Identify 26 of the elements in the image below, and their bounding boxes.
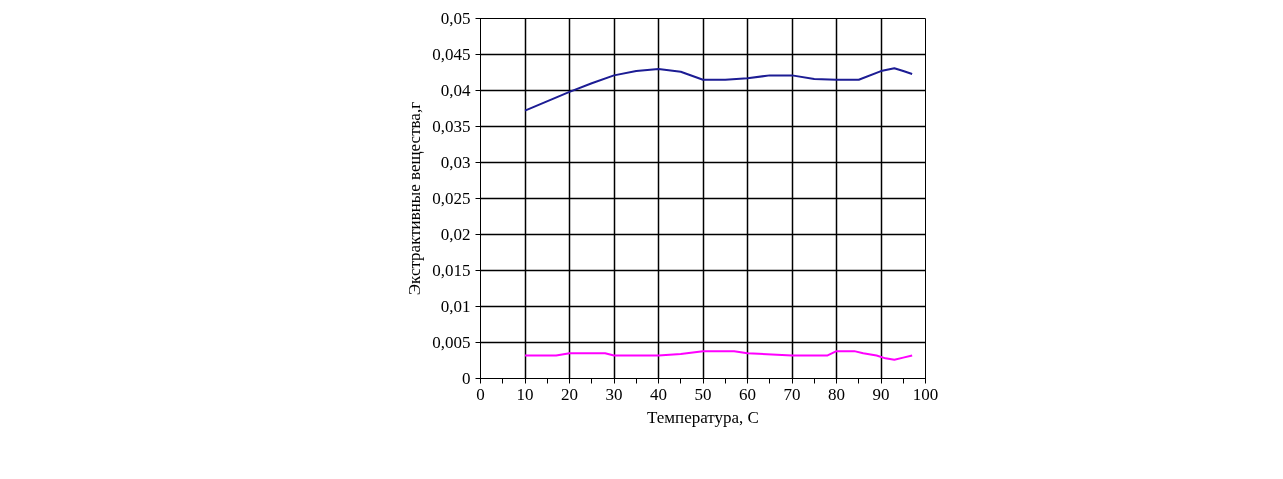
y-tick-label: 0,04: [440, 81, 471, 100]
y-tick-label: 0,02: [440, 225, 471, 244]
y-tick-label: 0,045: [432, 45, 471, 64]
y-tick-label: 0,01: [440, 297, 471, 316]
x-tick-label: 20: [561, 384, 578, 404]
x-tick-label: 0: [476, 384, 485, 404]
x-tick-label: 80: [828, 384, 845, 404]
line-series: [524, 350, 914, 361]
x-tick-label: 40: [650, 384, 667, 404]
y-tick-label: 0: [462, 369, 471, 388]
y-tick-label: 0,05: [440, 9, 471, 28]
y-tick-label: 0,025: [432, 189, 471, 208]
y-tick-label: 0,005: [432, 333, 471, 352]
x-tick-label: 10: [516, 384, 534, 404]
x-tick-label: 90: [872, 384, 890, 404]
x-axis-title: Температура, С: [647, 407, 759, 427]
y-tick-label: 0,035: [432, 117, 471, 136]
x-tick-label: 30: [605, 384, 623, 404]
x-tick-label: 70: [783, 384, 801, 404]
y-tick-label: 0,015: [432, 261, 471, 280]
x-tick-label: 50: [694, 384, 712, 404]
line-series: [524, 67, 914, 112]
y-tick-label: 0,03: [440, 153, 471, 172]
x-tick-label: 60: [739, 384, 756, 404]
x-tick-label: 100: [912, 384, 939, 404]
y-axis-title: Экстрактивные вещества,г: [405, 101, 425, 296]
